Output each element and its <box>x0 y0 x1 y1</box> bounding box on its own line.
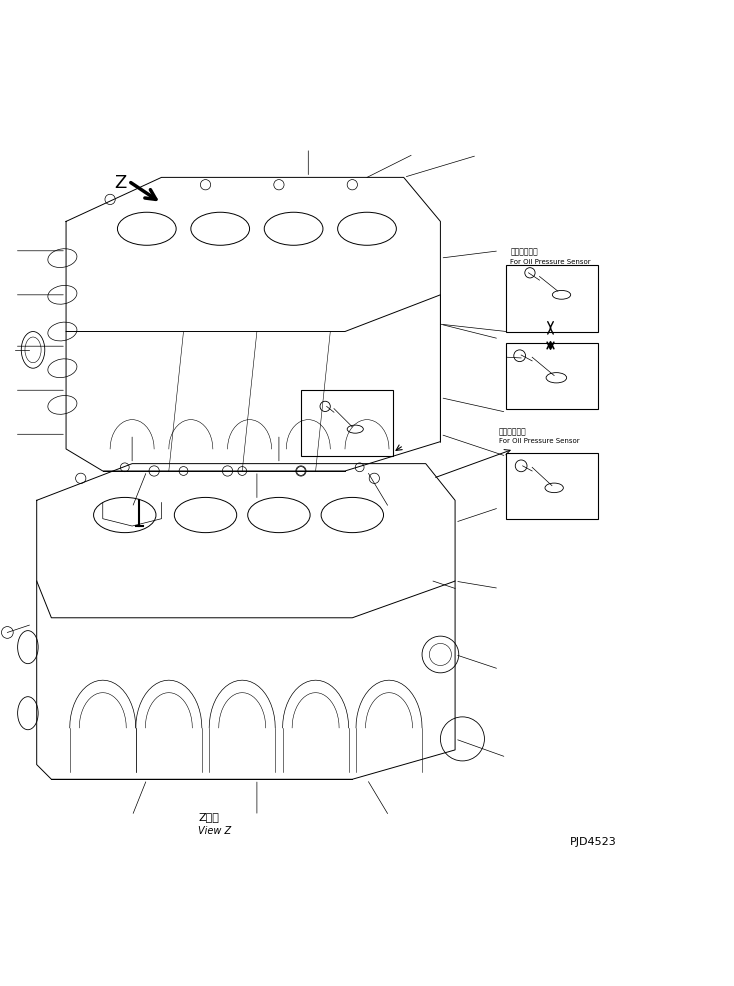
Text: Z: Z <box>114 175 126 192</box>
FancyBboxPatch shape <box>506 265 598 331</box>
FancyBboxPatch shape <box>506 342 598 408</box>
Text: 油圧センサ用: 油圧センサ用 <box>510 247 538 256</box>
Text: PJD4523: PJD4523 <box>570 837 617 847</box>
Text: For Oil Pressure Sensor: For Oil Pressure Sensor <box>499 438 580 444</box>
FancyBboxPatch shape <box>301 390 393 457</box>
Text: For Oil Pressure Sensor: For Oil Pressure Sensor <box>510 259 591 265</box>
Text: View Z: View Z <box>198 826 231 836</box>
Text: Z　視: Z 視 <box>198 811 219 821</box>
Text: 油圧センサ用: 油圧センサ用 <box>499 427 527 436</box>
FancyBboxPatch shape <box>506 453 598 519</box>
